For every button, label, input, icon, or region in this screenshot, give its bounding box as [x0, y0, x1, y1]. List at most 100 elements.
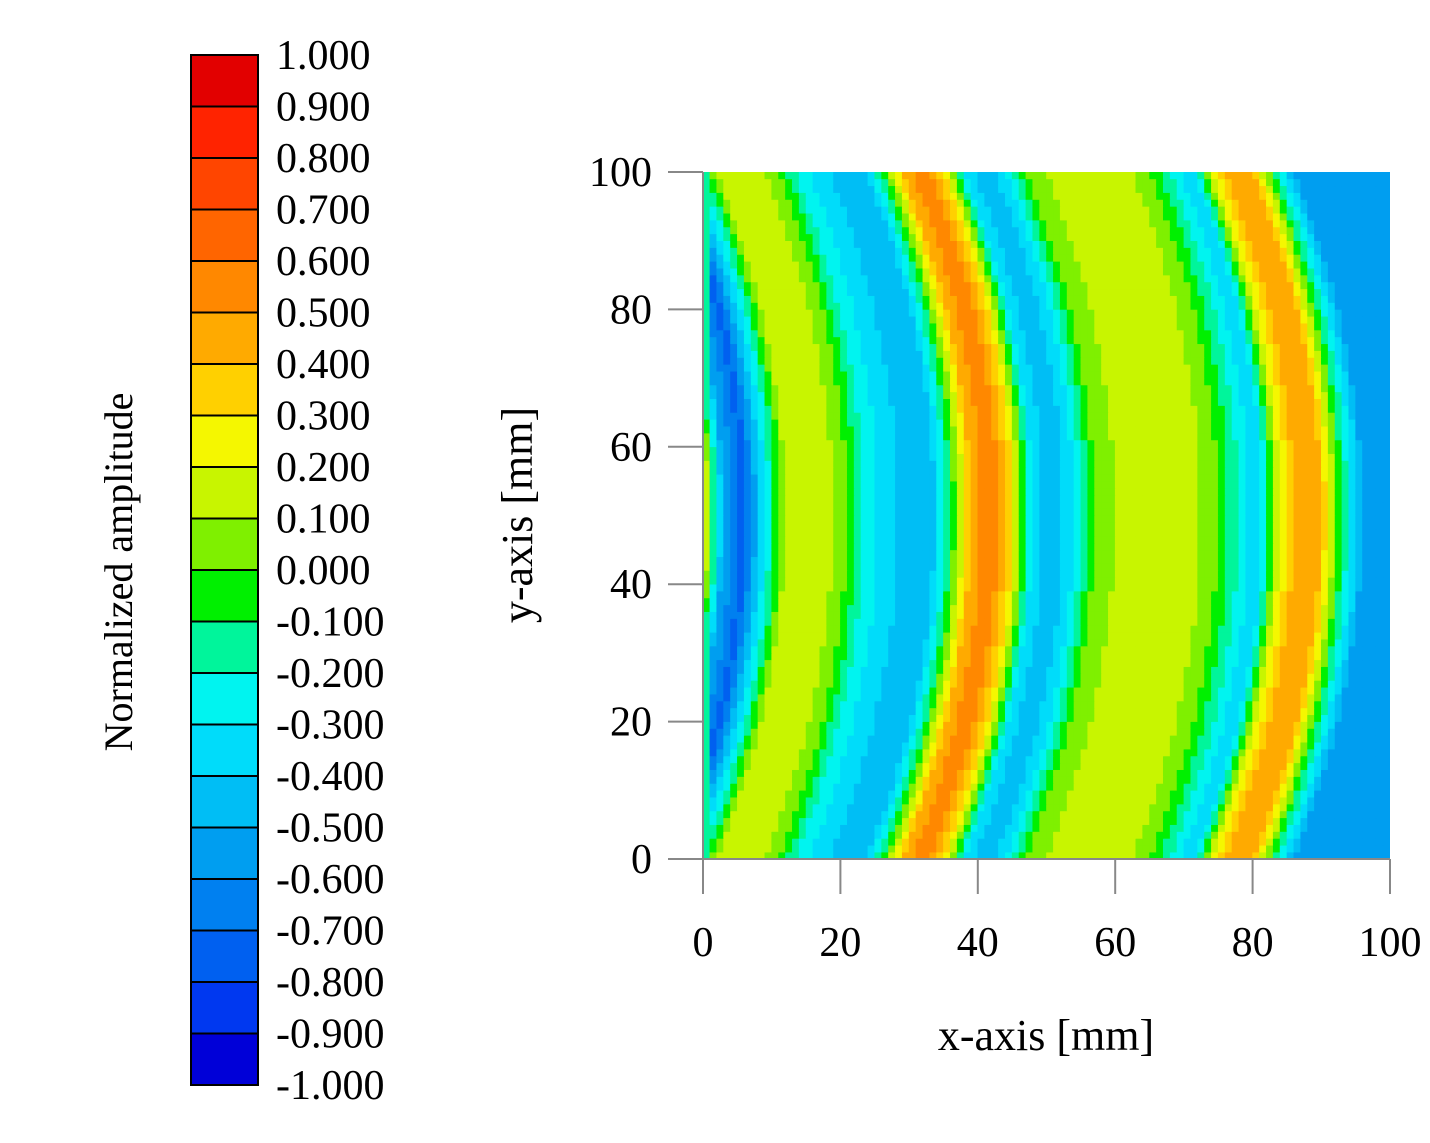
heatmap-cell — [950, 700, 958, 709]
heatmap-cell — [1348, 652, 1356, 661]
heatmap-cell — [1321, 611, 1329, 619]
heatmap-cell — [1149, 851, 1157, 859]
heatmap-cell — [1046, 549, 1054, 558]
heatmap-cell — [1204, 652, 1212, 661]
heatmap-cell — [888, 714, 896, 722]
heatmap-cell — [1307, 659, 1315, 667]
heatmap-cell — [1162, 693, 1171, 702]
heatmap-cell — [709, 577, 718, 585]
heatmap-cell — [1128, 570, 1137, 578]
heatmap-cell — [1307, 721, 1315, 729]
heatmap-cell — [991, 844, 999, 853]
heatmap-cell — [1286, 735, 1295, 743]
heatmap-cell — [901, 618, 910, 626]
heatmap-cell — [1266, 783, 1274, 791]
heatmap-cell — [950, 577, 958, 585]
heatmap-cell — [1355, 528, 1363, 537]
heatmap-cell — [1334, 824, 1343, 832]
heatmap-cell — [703, 659, 711, 667]
heatmap-cell — [1080, 535, 1089, 544]
heatmap-cell — [881, 714, 889, 722]
heatmap-cell — [963, 851, 972, 859]
heatmap-cell — [1252, 597, 1260, 606]
heatmap-cell — [1245, 741, 1253, 750]
heatmap-cell — [943, 707, 951, 716]
heatmap-cell — [874, 686, 882, 695]
heatmap-cell — [888, 583, 896, 592]
heatmap-cell — [1073, 666, 1082, 674]
heatmap-cell — [908, 721, 917, 729]
heatmap-cell — [915, 549, 924, 558]
heatmap-cell — [1272, 831, 1281, 839]
heatmap-cell — [901, 666, 910, 674]
heatmap-cell — [826, 769, 834, 777]
heatmap-cell — [881, 638, 889, 647]
heatmap-cell — [1224, 817, 1233, 825]
heatmap-cell — [1087, 556, 1095, 564]
heatmap-cell — [1217, 844, 1226, 853]
heatmap-cell — [1245, 707, 1253, 716]
heatmap-cell — [1355, 714, 1363, 722]
heatmap-cell — [936, 563, 944, 571]
heatmap-cell — [812, 831, 821, 839]
heatmap-cell — [1286, 631, 1295, 640]
heatmap-cell — [1238, 666, 1247, 674]
heatmap-cell — [723, 686, 731, 695]
heatmap-cell — [853, 625, 862, 633]
heatmap-cell — [860, 680, 869, 688]
heatmap-cell — [1321, 831, 1329, 839]
heatmap-cell — [1039, 590, 1047, 599]
heatmap-cell — [977, 838, 985, 846]
heatmap-cell — [998, 590, 1006, 599]
heatmap-cell — [1197, 597, 1205, 606]
heatmap-cell — [1135, 597, 1143, 606]
heatmap-cell — [1238, 838, 1247, 846]
heatmap-cell — [737, 549, 745, 558]
heatmap-cell — [1059, 618, 1068, 626]
heatmap-cell — [743, 707, 752, 716]
heatmap-cell — [1279, 748, 1288, 757]
heatmap-cell — [1142, 851, 1150, 859]
heatmap-cell — [1080, 838, 1089, 846]
heatmap-cell — [1073, 549, 1082, 558]
heatmap-cell — [977, 707, 985, 716]
heatmap-cell — [1004, 748, 1013, 757]
heatmap-cell — [1121, 838, 1130, 846]
heatmap-cell — [1197, 810, 1205, 819]
heatmap-cell — [1382, 686, 1390, 695]
heatmap-cell — [709, 515, 718, 523]
heatmap-cell — [1362, 570, 1370, 578]
heatmap-cell — [1183, 707, 1192, 716]
heatmap-cell — [1162, 556, 1171, 564]
heatmap-cell — [956, 673, 965, 681]
heatmap-cell — [846, 735, 855, 743]
heatmap-cell — [1307, 810, 1315, 819]
heatmap-cell — [1286, 583, 1295, 592]
heatmap-cell — [1231, 638, 1240, 647]
heatmap-cell — [943, 528, 951, 537]
heatmap-cell — [1238, 700, 1247, 709]
heatmap-cell — [1369, 693, 1377, 702]
heatmap-cell — [1238, 824, 1247, 832]
heatmap-cell — [867, 666, 876, 674]
heatmap-cell — [888, 755, 896, 764]
heatmap-cell — [1382, 570, 1390, 578]
heatmap-cell — [805, 838, 814, 846]
heatmap-cell — [771, 597, 779, 606]
heatmap-cell — [943, 851, 951, 859]
heatmap-cell — [1053, 817, 1061, 825]
heatmap-cell — [1334, 693, 1343, 702]
heatmap-cell — [750, 618, 759, 626]
heatmap-cell — [853, 522, 862, 530]
heatmap-cell — [1046, 714, 1054, 722]
heatmap-cell — [1375, 604, 1384, 612]
heatmap-cell — [1053, 680, 1061, 688]
heatmap-cell — [908, 522, 917, 530]
heatmap-cell — [1238, 735, 1247, 743]
heatmap-cell — [785, 796, 793, 805]
heatmap-cell — [1348, 528, 1356, 537]
heatmap-cell — [888, 817, 896, 825]
heatmap-cell — [819, 803, 827, 812]
heatmap-cell — [1259, 583, 1267, 592]
heatmap-cell — [881, 755, 889, 764]
